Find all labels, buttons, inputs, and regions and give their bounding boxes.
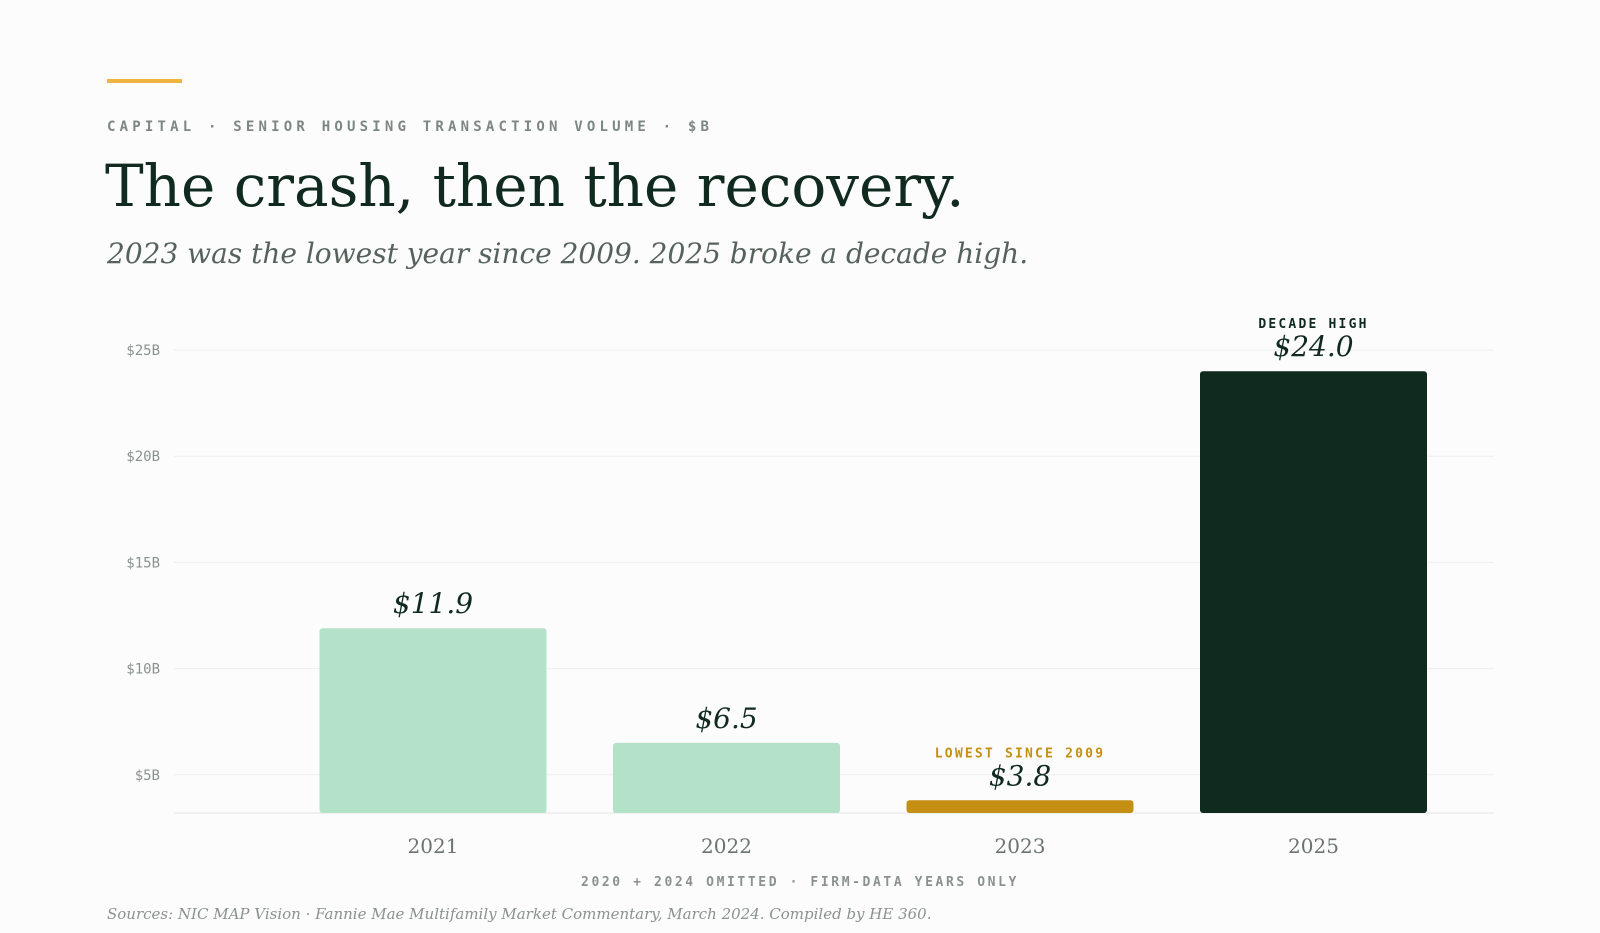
y-tick-label: $15B <box>126 555 160 571</box>
value-label-2025: $24.0 <box>1273 330 1353 363</box>
bar-2023 <box>906 800 1134 813</box>
value-label-2022: $6.5 <box>695 702 757 735</box>
value-label-2021: $11.9 <box>393 587 473 620</box>
value-label-2023: $3.8 <box>989 759 1051 792</box>
accent-rule <box>107 79 182 83</box>
category-label-2021: 2021 <box>408 834 459 858</box>
page-subtitle: 2023 was the lowest year since 2009. 202… <box>107 237 1029 270</box>
page-title: The crash, then the recovery. <box>105 152 965 220</box>
omission-footnote: 2020 + 2024 OMITTED · FIRM-DATA YEARS ON… <box>581 875 1019 890</box>
y-tick-label: $10B <box>126 662 160 678</box>
bar-2021 <box>319 628 547 813</box>
annotation-2025: DECADE HIGH <box>1258 317 1368 332</box>
sources-note: Sources: NIC MAP Vision · Fannie Mae Mul… <box>107 905 932 923</box>
category-label-2025: 2025 <box>1288 834 1339 858</box>
annotation-2023: LOWEST SINCE 2009 <box>935 746 1105 761</box>
y-tick-label: $20B <box>126 449 160 465</box>
category-label-2023: 2023 <box>995 834 1046 858</box>
eyebrow-label: CAPITAL · SENIOR HOUSING TRANSACTION VOL… <box>107 119 714 135</box>
bar-2025 <box>1200 371 1427 813</box>
y-tick-label: $5B <box>135 768 160 784</box>
bar-2022 <box>613 742 840 813</box>
y-tick-label: $25B <box>126 343 160 359</box>
category-label-2022: 2022 <box>701 834 752 858</box>
